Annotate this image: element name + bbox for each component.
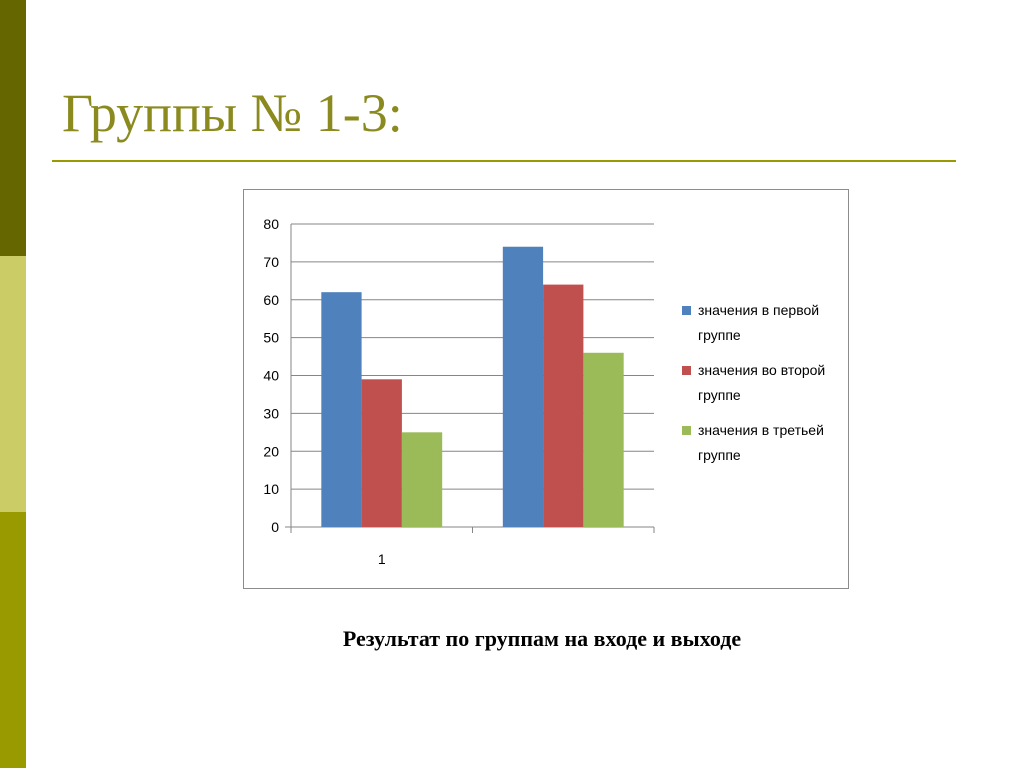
legend-label: группе — [698, 387, 741, 403]
y-tick-label: 0 — [271, 519, 279, 535]
bar — [321, 292, 362, 527]
chart-frame: 0 10 20 30 40 50 60 70 80 1 значения в первой групп… — [243, 189, 849, 589]
sidebar-segment-mid — [0, 512, 26, 768]
y-tick-label: 10 — [263, 481, 279, 497]
legend-label: значения в третьей — [698, 422, 824, 438]
legend-label: значения в первой — [698, 302, 819, 318]
y-tick-label: 30 — [263, 405, 279, 421]
y-tick-label: 60 — [263, 292, 279, 308]
title-underline — [52, 160, 956, 162]
bar-chart: 0 10 20 30 40 50 60 70 80 1 значения в первой групп… — [263, 216, 825, 567]
y-tick-label: 20 — [263, 443, 279, 459]
sidebar-segment-dark — [0, 0, 26, 256]
legend-swatch — [682, 366, 691, 375]
slide-title: Группы № 1-3: — [62, 83, 403, 143]
bar — [583, 352, 624, 527]
bar — [401, 432, 443, 527]
bar — [361, 379, 402, 527]
x-tick-label: 1 — [378, 551, 386, 567]
y-tick-label: 80 — [263, 216, 279, 232]
legend-label: группе — [698, 447, 741, 463]
y-tick-label: 50 — [263, 330, 279, 346]
sidebar-stripe — [0, 0, 26, 768]
legend-swatch — [682, 426, 691, 435]
chart-caption: Результат по группам на входе и выходе — [342, 626, 742, 651]
bar — [543, 284, 584, 527]
legend-label: значения во второй — [698, 362, 825, 378]
legend-swatch — [682, 306, 691, 315]
legend-label: группе — [698, 327, 741, 343]
y-tick-label: 40 — [263, 368, 279, 384]
sidebar-segment-light — [0, 256, 26, 512]
bar — [502, 246, 544, 527]
y-tick-label: 70 — [263, 254, 279, 270]
